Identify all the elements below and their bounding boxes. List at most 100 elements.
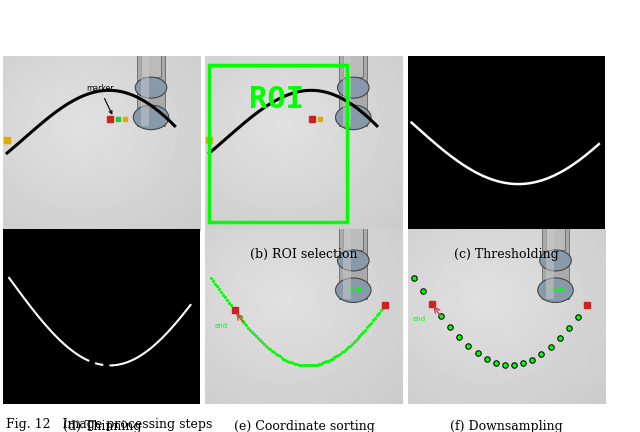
Point bbox=[247, 329, 257, 336]
Text: start: start bbox=[349, 286, 365, 292]
Point bbox=[300, 362, 310, 369]
Point bbox=[362, 324, 372, 331]
Point bbox=[316, 360, 326, 367]
Ellipse shape bbox=[337, 77, 369, 98]
Bar bbox=[546, 226, 554, 299]
Point bbox=[573, 314, 583, 321]
Bar bbox=[209, 65, 348, 222]
Point bbox=[220, 294, 230, 301]
Point bbox=[418, 287, 428, 294]
Point bbox=[342, 344, 353, 351]
Point bbox=[356, 330, 367, 337]
Point bbox=[308, 362, 318, 368]
Point bbox=[323, 357, 333, 364]
Point bbox=[224, 299, 234, 306]
Point bbox=[436, 312, 446, 319]
Point bbox=[337, 349, 347, 356]
Point bbox=[509, 362, 519, 368]
Ellipse shape bbox=[335, 278, 371, 302]
Text: marker: marker bbox=[86, 84, 113, 114]
Point bbox=[436, 312, 446, 319]
Point bbox=[261, 343, 271, 349]
Point bbox=[267, 347, 277, 354]
Bar bbox=[141, 53, 149, 126]
Text: (a) Marker point: (a) Marker point bbox=[49, 248, 154, 260]
Point bbox=[427, 300, 437, 307]
Ellipse shape bbox=[135, 77, 167, 98]
Point bbox=[329, 354, 339, 361]
Text: (f) Downsampling: (f) Downsampling bbox=[450, 420, 563, 432]
Bar bbox=[137, 53, 165, 126]
Point bbox=[582, 302, 592, 308]
Point bbox=[312, 361, 322, 368]
Point bbox=[210, 280, 220, 287]
Point bbox=[545, 343, 556, 350]
Point bbox=[216, 288, 226, 295]
Point bbox=[364, 321, 374, 328]
Ellipse shape bbox=[337, 250, 369, 271]
Bar bbox=[344, 53, 351, 126]
Point bbox=[206, 274, 216, 281]
Point bbox=[257, 339, 267, 346]
Point bbox=[427, 300, 437, 307]
Point bbox=[340, 346, 351, 353]
Point bbox=[226, 302, 236, 309]
Point bbox=[269, 349, 279, 356]
Point bbox=[278, 355, 289, 362]
Point bbox=[445, 324, 455, 330]
Point bbox=[509, 362, 519, 368]
Point bbox=[222, 296, 232, 303]
Point bbox=[241, 322, 252, 329]
Point bbox=[306, 362, 316, 369]
Point bbox=[237, 317, 248, 324]
Bar bbox=[141, 53, 161, 77]
Point bbox=[518, 360, 528, 367]
Point bbox=[276, 354, 287, 361]
Bar bbox=[344, 226, 363, 250]
Point bbox=[236, 314, 246, 321]
Bar bbox=[339, 226, 367, 299]
Point bbox=[273, 352, 283, 359]
Point bbox=[380, 302, 390, 308]
Point bbox=[298, 362, 308, 368]
Point bbox=[491, 359, 501, 366]
Point bbox=[347, 340, 357, 347]
Point bbox=[527, 356, 538, 363]
Point bbox=[554, 335, 564, 342]
Point bbox=[500, 362, 510, 368]
Point bbox=[527, 356, 538, 363]
Point bbox=[349, 339, 359, 346]
Ellipse shape bbox=[540, 250, 572, 271]
Point bbox=[218, 291, 228, 298]
Point bbox=[368, 317, 378, 324]
Point bbox=[314, 361, 324, 368]
Bar bbox=[344, 53, 363, 77]
Point bbox=[355, 333, 365, 340]
Point bbox=[573, 314, 583, 321]
Point bbox=[536, 351, 547, 358]
Point bbox=[491, 359, 501, 366]
Point bbox=[263, 344, 273, 351]
Point bbox=[333, 352, 343, 359]
Bar bbox=[541, 226, 570, 299]
Point bbox=[408, 274, 419, 281]
Point bbox=[372, 312, 382, 319]
Point bbox=[545, 343, 556, 350]
Point bbox=[228, 305, 238, 311]
Point bbox=[335, 350, 345, 357]
Point bbox=[351, 337, 361, 343]
Text: start: start bbox=[552, 286, 568, 292]
Point bbox=[230, 307, 240, 314]
Text: end: end bbox=[412, 316, 425, 322]
Point bbox=[239, 320, 250, 327]
Point bbox=[481, 356, 492, 362]
Point bbox=[294, 361, 304, 368]
Point bbox=[271, 350, 281, 357]
Text: ROI: ROI bbox=[249, 86, 304, 114]
Point bbox=[339, 347, 349, 354]
Text: (e) Coordinate sorting: (e) Coordinate sorting bbox=[234, 420, 374, 432]
Point bbox=[327, 355, 337, 362]
Point bbox=[331, 353, 341, 360]
Point bbox=[214, 286, 224, 292]
Point bbox=[265, 346, 275, 353]
